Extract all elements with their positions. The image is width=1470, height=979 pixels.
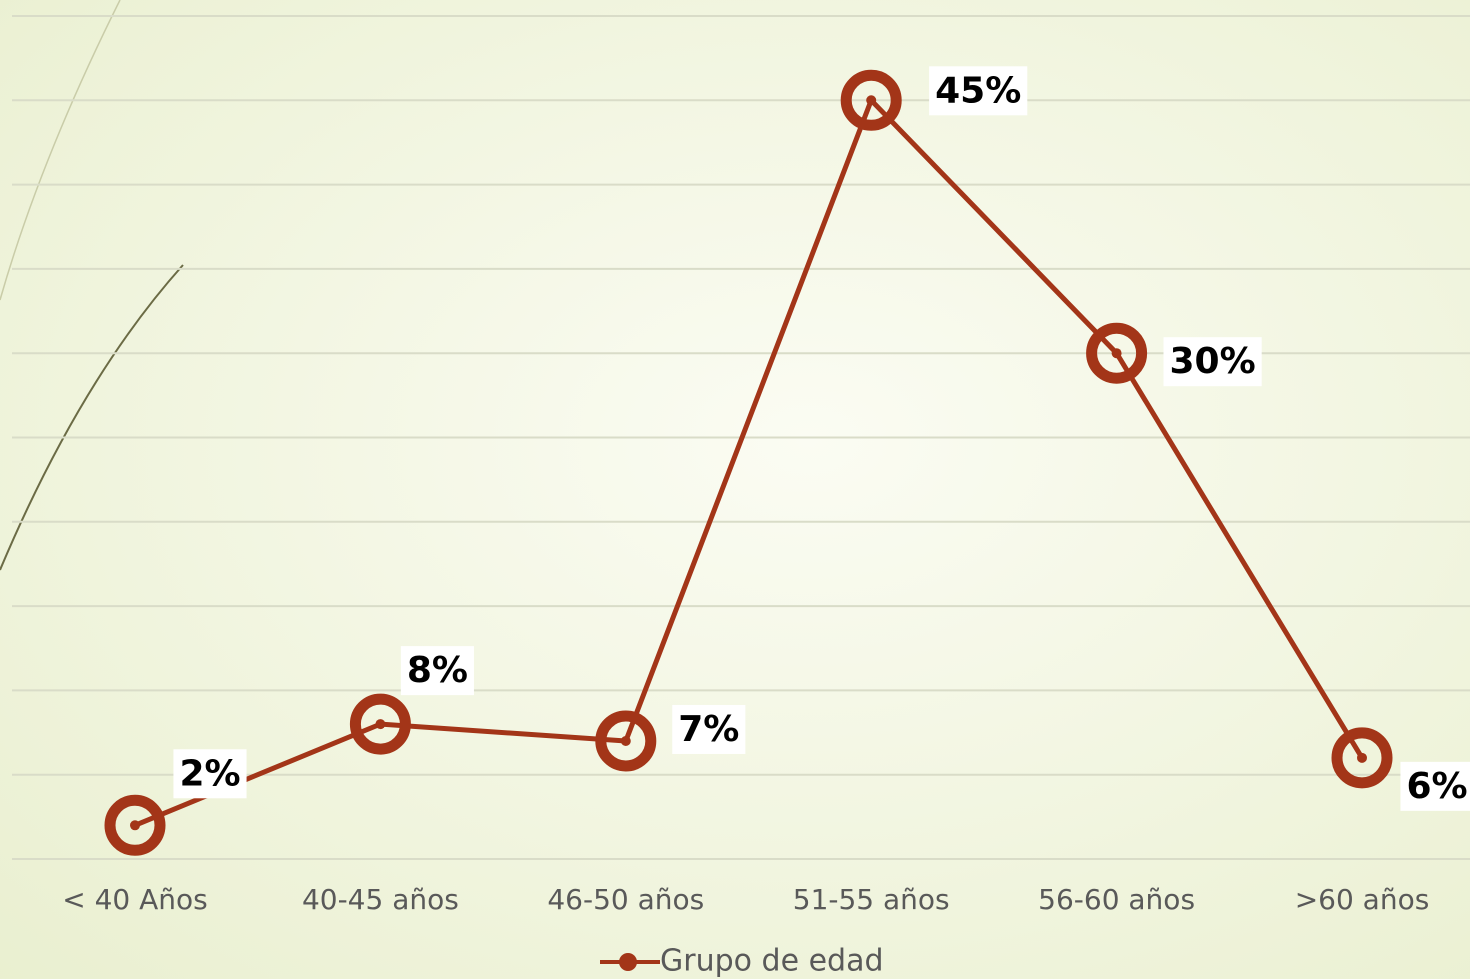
marker-dot [866, 95, 877, 106]
x-tick-label: 40-45 años [302, 883, 459, 916]
data-label: 2% [179, 753, 240, 794]
marker-dot [130, 820, 140, 831]
grid [12, 15, 1470, 860]
data-label: 45% [935, 70, 1021, 111]
x-tick-label: 56-60 años [1038, 883, 1195, 916]
decoration [0, 0, 121, 301]
marker [349, 693, 411, 755]
marker-dot [1111, 348, 1122, 359]
marker-dot [375, 719, 386, 730]
marker [595, 710, 657, 772]
marker [840, 69, 902, 131]
data-label: 7% [678, 709, 739, 750]
label-box [400, 646, 474, 696]
x-tick-label: >60 años [1295, 883, 1430, 916]
x-tick-label: < 40 Años [62, 883, 208, 916]
x-tick-label: 51-55 años [793, 883, 950, 916]
legend-label: Grupo de edad [660, 944, 884, 979]
marker [1086, 322, 1148, 384]
plot: < 40 Años 40-45 años 46-50 años 51-55 años 5… [62, 66, 1470, 916]
data-label: 6% [1406, 766, 1467, 807]
label-box [672, 704, 746, 754]
line [134, 95, 1365, 828]
marker-dot [1357, 752, 1367, 763]
marker-dot [620, 735, 631, 746]
data-label: 30% [1170, 341, 1256, 382]
label-box [1400, 761, 1470, 811]
legend-marker [619, 953, 637, 971]
marker [1331, 727, 1393, 789]
marker [104, 794, 166, 856]
x-tick-label: 46-50 años [547, 883, 704, 916]
label-box [929, 66, 1028, 116]
data-label: 8% [407, 650, 468, 691]
label-box [1163, 337, 1262, 387]
label-box [173, 749, 247, 799]
